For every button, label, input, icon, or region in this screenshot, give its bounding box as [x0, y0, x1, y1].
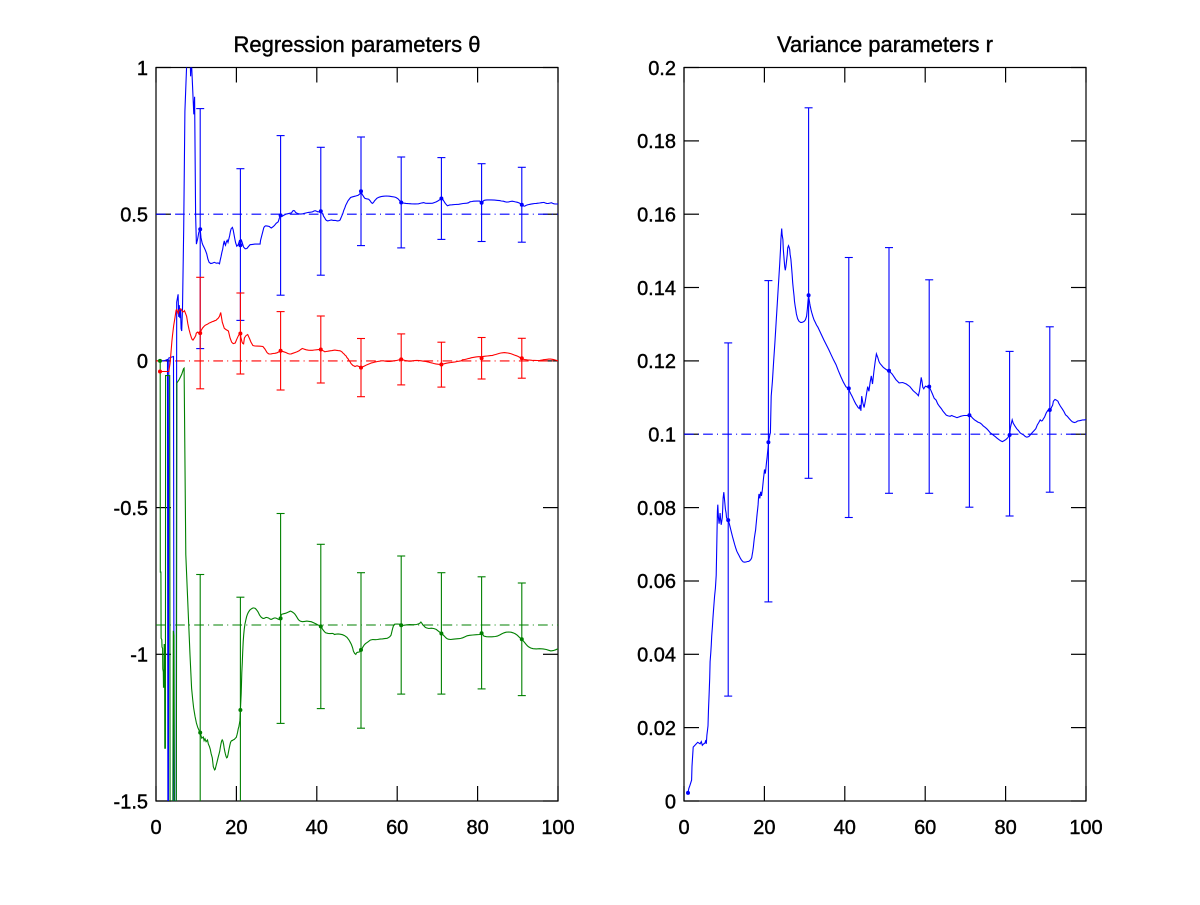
svg-text:0: 0: [137, 351, 148, 373]
svg-text:0.5: 0.5: [120, 205, 148, 227]
svg-text:0.2: 0.2: [648, 58, 676, 80]
svg-text:20: 20: [225, 817, 247, 839]
svg-text:0: 0: [665, 791, 676, 813]
svg-text:100: 100: [541, 817, 574, 839]
svg-text:100: 100: [1069, 817, 1102, 839]
svg-text:0: 0: [150, 817, 161, 839]
svg-text:0: 0: [678, 817, 689, 839]
svg-text:1: 1: [137, 58, 148, 80]
svg-text:80: 80: [994, 817, 1016, 839]
svg-text:0.18: 0.18: [637, 131, 676, 153]
svg-text:0.08: 0.08: [637, 498, 676, 520]
svg-text:40: 40: [306, 817, 328, 839]
svg-text:-0.5: -0.5: [114, 498, 148, 520]
svg-text:20: 20: [753, 817, 775, 839]
svg-text:0.06: 0.06: [637, 571, 676, 593]
svg-text:0.1: 0.1: [648, 425, 676, 447]
svg-text:0.14: 0.14: [637, 278, 676, 300]
svg-text:0.16: 0.16: [637, 205, 676, 227]
svg-text:60: 60: [914, 817, 936, 839]
svg-text:-1.5: -1.5: [114, 791, 148, 813]
svg-text:Variance parameters r: Variance parameters r: [777, 32, 993, 57]
svg-text:40: 40: [834, 817, 856, 839]
svg-text:0.04: 0.04: [637, 645, 676, 667]
svg-text:0.02: 0.02: [637, 718, 676, 740]
svg-text:80: 80: [466, 817, 488, 839]
svg-text:0.12: 0.12: [637, 351, 676, 373]
svg-text:Regression parameters θ: Regression parameters θ: [233, 32, 480, 57]
svg-text:-1: -1: [130, 645, 148, 667]
svg-text:60: 60: [386, 817, 408, 839]
